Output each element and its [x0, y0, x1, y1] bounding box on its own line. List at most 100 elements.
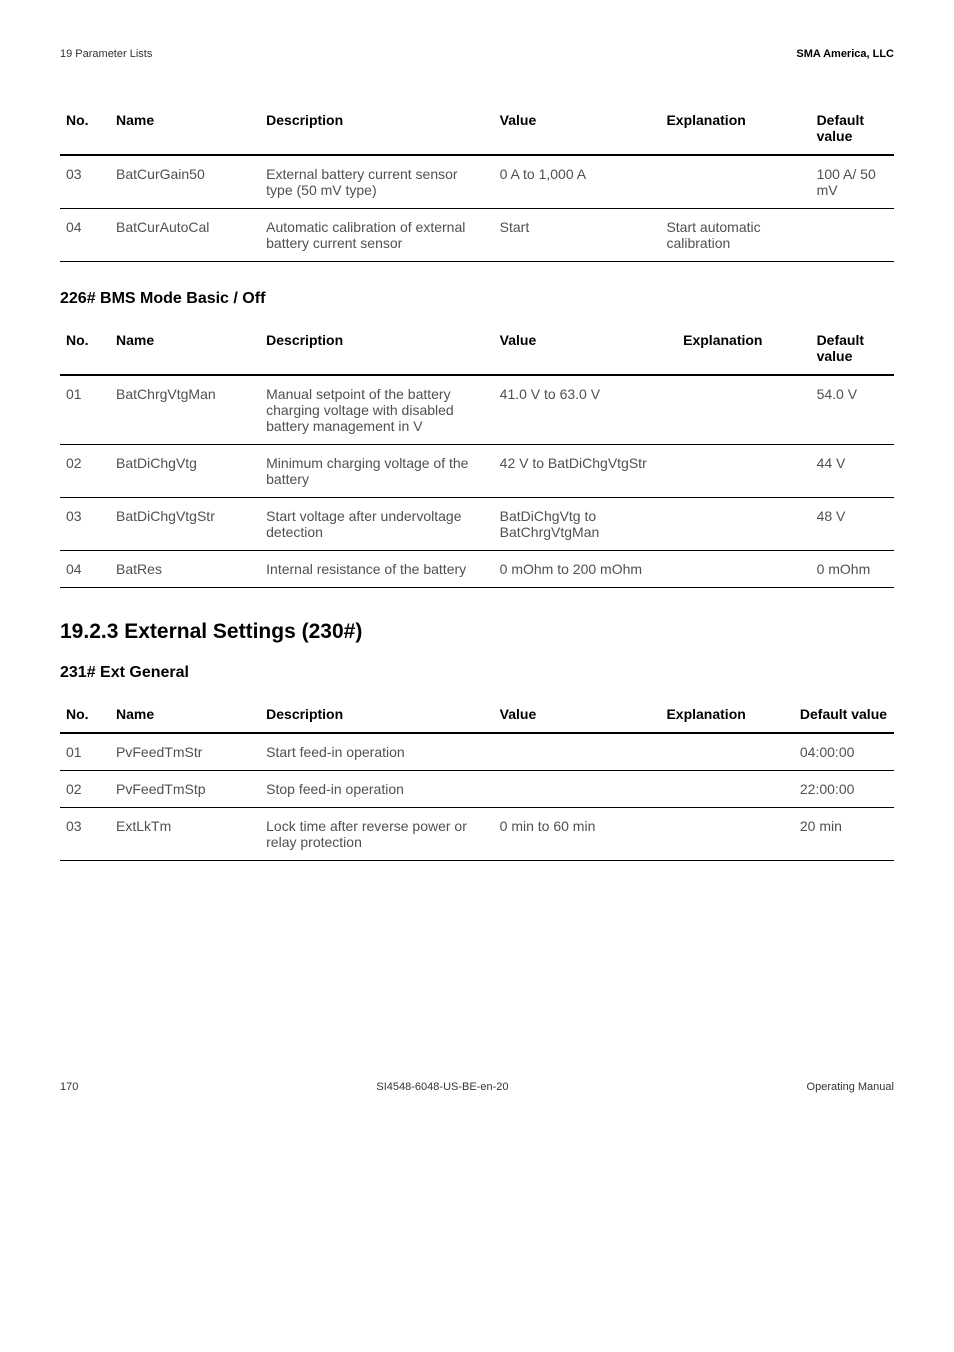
footer-doc-id: SI4548-6048-US-BE-en-20	[376, 1081, 508, 1093]
cell-no: 01	[60, 733, 110, 771]
cell-expl	[677, 551, 810, 588]
col-def: Default value	[811, 322, 894, 375]
col-desc: Description	[260, 322, 494, 375]
cell-no: 03	[60, 808, 110, 861]
cell-def: 20 min	[794, 808, 894, 861]
table-row: 04BatCurAutoCalAutomatic calibration of …	[60, 209, 894, 262]
cell-name: BatChrgVtgMan	[110, 375, 260, 445]
cell-value: BatDiChgVtg to BatChrgVtgMan	[494, 498, 677, 551]
cell-no: 03	[60, 498, 110, 551]
cell-no: 02	[60, 445, 110, 498]
cell-desc: Start voltage after undervoltage detecti…	[260, 498, 494, 551]
cell-def: 54.0 V	[811, 375, 894, 445]
cell-value	[494, 733, 661, 771]
table-2: No. Name Description Value Explanation D…	[60, 322, 894, 588]
cell-name: ExtLkTm	[110, 808, 260, 861]
page-footer: 170 SI4548-6048-US-BE-en-20 Operating Ma…	[60, 1081, 894, 1093]
cell-def: 0 mOhm	[811, 551, 894, 588]
cell-desc: Automatic calibration of external batter…	[260, 209, 494, 262]
table-row: 01BatChrgVtgManManual setpoint of the ba…	[60, 375, 894, 445]
cell-def: 44 V	[811, 445, 894, 498]
cell-name: BatDiChgVtgStr	[110, 498, 260, 551]
cell-def: 48 V	[811, 498, 894, 551]
table-row: 03BatCurGain50External battery current s…	[60, 155, 894, 209]
cell-desc: Stop feed-in operation	[260, 771, 494, 808]
section-heading-1: 226# BMS Mode Basic / Off	[60, 290, 894, 308]
cell-value: 0 mOhm to 200 mOhm	[494, 551, 677, 588]
footer-page-number: 170	[60, 1081, 78, 1093]
cell-def: 100 A/ 50 mV	[811, 155, 894, 209]
col-def: Default value	[811, 102, 894, 155]
cell-name: BatDiChgVtg	[110, 445, 260, 498]
table-row: 02BatDiChgVtgMinimum charging voltage of…	[60, 445, 894, 498]
cell-value: 0 A to 1,000 A	[494, 155, 661, 209]
cell-def: 22:00:00	[794, 771, 894, 808]
col-value: Value	[494, 322, 677, 375]
table-row: 04BatResInternal resistance of the batte…	[60, 551, 894, 588]
col-expl: Explanation	[660, 696, 793, 733]
col-def: Default value	[794, 696, 894, 733]
col-no: No.	[60, 322, 110, 375]
cell-name: PvFeedTmStp	[110, 771, 260, 808]
table-row: 02PvFeedTmStpStop feed-in operation 22:00…	[60, 771, 894, 808]
col-desc: Description	[260, 102, 494, 155]
cell-no: 04	[60, 209, 110, 262]
table-row: 03ExtLkTmLock time after reverse power o…	[60, 808, 894, 861]
header-right: SMA America, LLC	[796, 48, 894, 60]
header-left: 19 Parameter Lists	[60, 48, 152, 60]
table-3-body: 01PvFeedTmStrStart feed-in operation 04:0…	[60, 733, 894, 861]
cell-def: 04:00:00	[794, 733, 894, 771]
main-heading: 19.2.3 External Settings (230#)	[60, 620, 894, 644]
col-value: Value	[494, 696, 661, 733]
page-header: 19 Parameter Lists SMA America, LLC	[60, 48, 894, 60]
table-1-body: 03BatCurGain50External battery current s…	[60, 155, 894, 262]
cell-desc: Manual setpoint of the battery charging …	[260, 375, 494, 445]
cell-expl	[677, 498, 810, 551]
cell-name: BatCurGain50	[110, 155, 260, 209]
cell-name: BatRes	[110, 551, 260, 588]
table-1: No. Name Description Value Explanation D…	[60, 102, 894, 262]
table-2-body: 01BatChrgVtgManManual setpoint of the ba…	[60, 375, 894, 588]
cell-no: 02	[60, 771, 110, 808]
cell-no: 01	[60, 375, 110, 445]
table-3: No. Name Description Value Explanation D…	[60, 696, 894, 861]
col-value: Value	[494, 102, 661, 155]
col-name: Name	[110, 696, 260, 733]
cell-value	[494, 771, 661, 808]
table-header-row: No. Name Description Value Explanation D…	[60, 696, 894, 733]
cell-desc: Lock time after reverse power or relay p…	[260, 808, 494, 861]
cell-value: 41.0 V to 63.0 V	[494, 375, 677, 445]
table-header-row: No. Name Description Value Explanation D…	[60, 102, 894, 155]
table-header-row: No. Name Description Value Explanation D…	[60, 322, 894, 375]
col-name: Name	[110, 102, 260, 155]
table-row: 03BatDiChgVtgStrStart voltage after unde…	[60, 498, 894, 551]
cell-desc: Start feed-in operation	[260, 733, 494, 771]
cell-value: 0 min to 60 min	[494, 808, 661, 861]
cell-name: BatCurAutoCal	[110, 209, 260, 262]
cell-value: 42 V to BatDiChgVtgStr	[494, 445, 677, 498]
col-no: No.	[60, 102, 110, 155]
cell-desc: Minimum charging voltage of the battery	[260, 445, 494, 498]
cell-expl	[660, 771, 793, 808]
cell-def	[811, 209, 894, 262]
cell-desc: External battery current sensor type (50…	[260, 155, 494, 209]
col-no: No.	[60, 696, 110, 733]
cell-no: 03	[60, 155, 110, 209]
col-expl: Explanation	[660, 102, 810, 155]
cell-expl: Start automatic calibration	[660, 209, 810, 262]
col-expl: Explanation	[677, 322, 810, 375]
cell-no: 04	[60, 551, 110, 588]
cell-desc: Internal resistance of the battery	[260, 551, 494, 588]
col-desc: Description	[260, 696, 494, 733]
cell-expl	[677, 375, 810, 445]
cell-expl	[660, 733, 793, 771]
cell-expl	[660, 155, 810, 209]
cell-expl	[677, 445, 810, 498]
section-heading-2: 231# Ext General	[60, 664, 894, 682]
col-name: Name	[110, 322, 260, 375]
footer-manual-type: Operating Manual	[807, 1081, 894, 1093]
table-row: 01PvFeedTmStrStart feed-in operation 04:0…	[60, 733, 894, 771]
cell-expl	[660, 808, 793, 861]
cell-name: PvFeedTmStr	[110, 733, 260, 771]
cell-value: Start	[494, 209, 661, 262]
